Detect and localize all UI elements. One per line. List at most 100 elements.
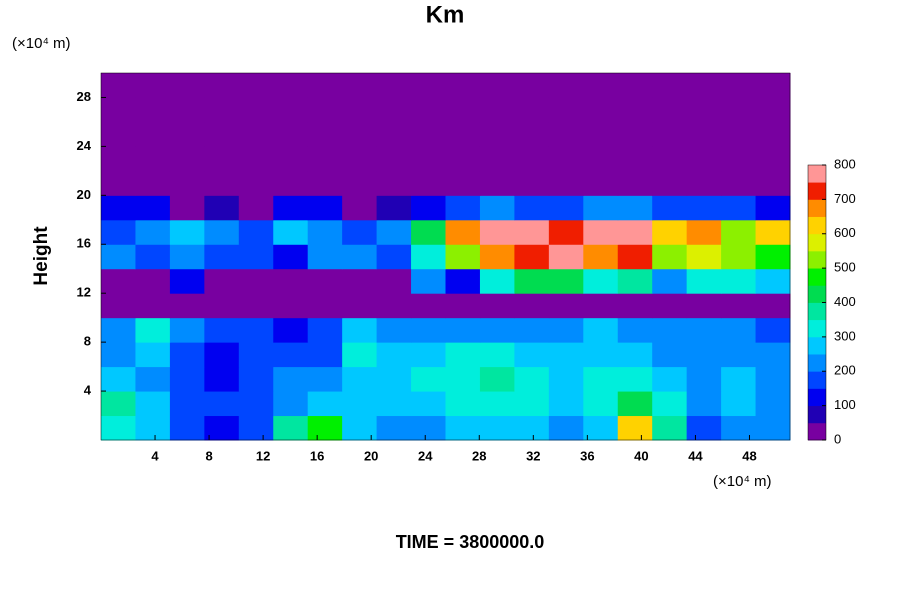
cell [273,293,309,319]
cell [238,97,274,123]
cell [135,244,171,270]
colorbar-bin [808,405,826,424]
cell [238,219,274,245]
cell [583,244,619,270]
colorbar-bin [808,250,826,269]
cell [686,244,722,270]
cell [376,293,412,319]
cell [101,73,136,98]
cell [169,219,205,245]
cell [411,195,446,221]
cell [721,219,757,245]
cell [307,121,343,147]
cell [342,391,378,417]
cell [479,97,515,123]
cell [652,146,688,172]
colorbar-bin [808,165,826,183]
cell [479,219,515,245]
cell [583,366,619,392]
cell [101,97,136,123]
cell [652,293,688,319]
cell [169,342,205,368]
cell [135,219,171,245]
cell [307,195,343,221]
cell [342,268,378,294]
cell [307,317,343,343]
cell [238,342,274,368]
y-tick-label: 12 [77,285,91,300]
cell [721,195,757,221]
cell [721,415,757,441]
cell [101,195,136,221]
cell [273,170,309,196]
colorbar-tick-label: 300 [834,328,856,343]
cell [204,342,240,368]
cell [411,244,446,270]
cell [617,219,653,245]
cell [445,342,481,368]
x-tick-label: 28 [472,448,486,463]
cell [479,146,515,172]
cell [721,73,757,98]
cell [721,317,757,343]
cell [686,121,722,147]
cell [342,244,378,270]
cell [169,244,205,270]
cell [686,195,722,221]
cell [101,342,136,368]
cell [342,342,378,368]
cell [479,244,515,270]
cell [342,170,378,196]
colorbar-bin [808,233,826,252]
cell [479,170,515,196]
cell [376,244,412,270]
cell [445,170,481,196]
colorbar-bin [808,182,826,200]
cell [583,73,619,98]
x-tick-label: 40 [634,448,648,463]
cell [273,97,309,123]
cell [755,170,791,196]
cell [514,342,550,368]
cell [135,342,171,368]
cell [721,342,757,368]
x-tick-label: 44 [688,448,703,463]
cell [617,268,653,294]
cell [411,366,446,392]
colorbar-bin [808,371,826,389]
cell [204,244,240,270]
cell [273,121,309,147]
cell [479,342,515,368]
cell [135,121,171,147]
cell [411,415,446,441]
cell [307,73,343,98]
x-tick-label: 8 [205,448,212,463]
cell [721,146,757,172]
cell [273,268,309,294]
cell [273,195,309,221]
cell [445,146,481,172]
cell [273,73,309,98]
y-axis-label: Height [31,226,52,286]
cell [514,268,550,294]
cell [445,121,481,147]
cell [617,415,653,441]
cell [411,97,446,123]
cell [686,317,722,343]
cell [376,317,412,343]
cell [307,268,343,294]
cell [652,366,688,392]
cell [617,366,653,392]
cell [101,366,136,392]
cell [204,195,240,221]
cell [583,146,619,172]
cell [583,170,619,196]
cell [755,293,791,319]
cell [583,317,619,343]
cell [479,366,515,392]
cell [686,97,722,123]
cell [686,170,722,196]
cell [376,366,412,392]
x-tick-label: 32 [526,448,540,463]
cell [273,317,309,343]
